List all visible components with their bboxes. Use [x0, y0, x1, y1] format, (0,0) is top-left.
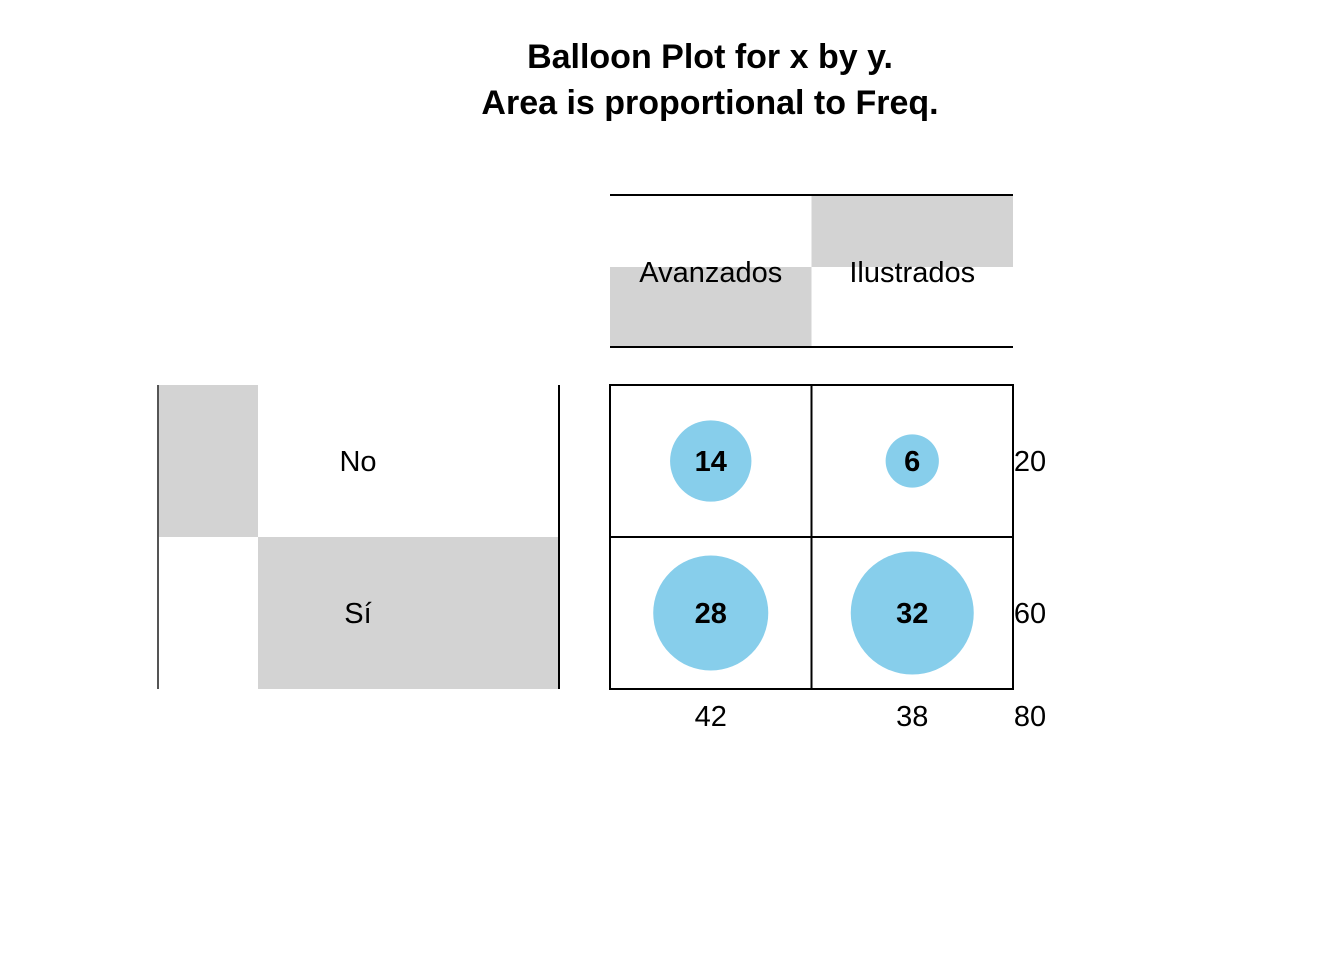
cell-value-r1-c1: 14	[695, 446, 727, 478]
row-header-shade-no	[158, 385, 258, 537]
balloon-r2-c2	[850, 551, 974, 675]
cell-value-r2-c2: 32	[896, 598, 928, 630]
cell-value-r2-c1: 28	[695, 598, 727, 630]
column-header-shade-ilustrados	[811, 195, 1013, 267]
row-label-2: Sí	[344, 598, 371, 630]
balloon-r1-c1	[670, 420, 752, 502]
chart-title: Balloon Plot for x by y.	[527, 38, 893, 76]
column-label-1: Avanzados	[639, 257, 782, 289]
row-label-1: No	[339, 446, 376, 478]
chart-subtitle: Area is proportional to Freq.	[481, 84, 938, 122]
balloon-r2-c1	[653, 555, 769, 671]
balloon-r1-c2	[885, 434, 939, 488]
column-label-2: Ilustrados	[849, 257, 975, 289]
column-total-1: 42	[695, 701, 727, 733]
row-total-2: 60	[1014, 598, 1046, 630]
row-total-1: 20	[1014, 446, 1046, 478]
row-header-shade-si	[258, 537, 559, 689]
column-total-2: 38	[896, 701, 928, 733]
cell-value-r1-c2: 6	[904, 446, 920, 478]
plot-marks: Avanzados Ilustrados No Sí 14 6 28 32 20 60 42 38 80	[157, 194, 1046, 733]
column-header-shade-avanzados	[610, 267, 812, 347]
grand-total: 80	[1014, 701, 1046, 733]
